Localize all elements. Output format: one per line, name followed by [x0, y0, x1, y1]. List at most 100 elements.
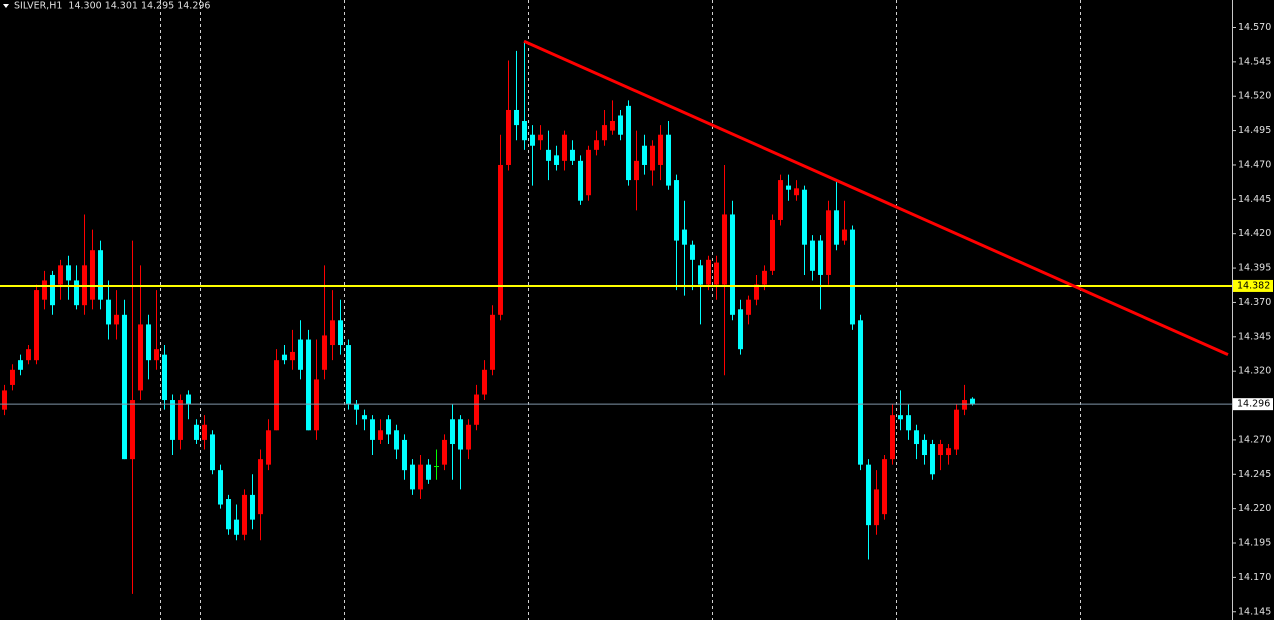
candle-body [306, 339, 311, 431]
candle-body [650, 145, 655, 171]
candle-body [442, 439, 447, 465]
candle-body [450, 419, 455, 445]
candle-body [194, 424, 199, 440]
candle-body [698, 265, 703, 285]
candle-body [834, 210, 839, 245]
candle-body [538, 134, 543, 141]
candle-body [170, 400, 175, 440]
candle-body [506, 109, 511, 165]
candle-body [130, 400, 135, 460]
price-axis: 14.570 14.545 14.520 14.495 14.470 14.445 14.4… [1232, 22, 1273, 617]
candle-body [674, 180, 679, 241]
candle-body [66, 265, 71, 281]
candle-body [386, 419, 391, 435]
y-tick-label: 14.495 [1238, 125, 1271, 136]
candle-body [530, 134, 535, 146]
candle-body [10, 369, 15, 385]
candle-body [458, 419, 463, 450]
candle-body [242, 494, 247, 535]
candle-body [746, 299, 751, 315]
y-tick-label: 14.445 [1238, 194, 1271, 205]
candle-body [26, 349, 31, 361]
candle-body [570, 149, 575, 161]
candle-body [922, 439, 927, 456]
candle-body [562, 134, 567, 161]
candle-body [722, 214, 727, 285]
level-label: 14.382 [1237, 280, 1270, 291]
candle-body [874, 489, 879, 526]
candle-body [250, 494, 255, 520]
candle-body [498, 164, 503, 315]
candle-body [642, 145, 647, 165]
candle-body [394, 430, 399, 450]
candle-body [634, 160, 639, 181]
y-tick-label: 14.220 [1238, 503, 1271, 514]
candle-body [690, 244, 695, 260]
y-tick-label: 14.395 [1238, 263, 1271, 274]
candle-body [714, 262, 719, 285]
candle-body [50, 274, 55, 306]
candle-body [226, 499, 231, 530]
candle-body [410, 464, 415, 490]
candle-body [314, 379, 319, 431]
separators [160, 0, 1081, 620]
candle-body [706, 259, 711, 285]
candle-body [418, 464, 423, 490]
candle-body [218, 470, 223, 505]
candle-body [202, 424, 207, 440]
candle-body [762, 270, 767, 285]
candle-body [786, 185, 791, 190]
candle-body [490, 314, 495, 370]
candle-body [378, 430, 383, 440]
candle-body [826, 210, 831, 275]
candle-body [682, 229, 687, 245]
candle-body [522, 120, 527, 141]
y-tick-label: 14.370 [1238, 297, 1271, 308]
candle-body [138, 324, 143, 391]
candle-body [554, 155, 559, 165]
candle-body [74, 280, 79, 306]
candle-body [402, 439, 407, 471]
candle-body [938, 444, 943, 456]
candle-body [234, 519, 239, 535]
candle-body [602, 125, 607, 141]
candle-body [210, 434, 215, 471]
candle-body [546, 149, 551, 161]
y-tick-label: 14.145 [1238, 606, 1271, 617]
candle-body [858, 320, 863, 465]
y-tick-label: 14.545 [1238, 56, 1271, 67]
candle-body [882, 459, 887, 515]
candle-body [578, 160, 583, 201]
y-tick-label: 14.345 [1238, 331, 1271, 342]
y-tick-label: 14.420 [1238, 228, 1271, 239]
candle-body [618, 115, 623, 135]
candle-body [626, 105, 631, 181]
candle-body [42, 280, 47, 300]
candle-body [482, 369, 487, 395]
overlays [0, 39, 1232, 405]
candle-body [122, 314, 127, 460]
candle-body [98, 250, 103, 300]
candle-body [162, 354, 167, 401]
current-price-label: 14.296 [1237, 399, 1270, 410]
candle-body [146, 324, 151, 361]
candle-body [330, 320, 335, 346]
y-tick-label: 14.570 [1238, 22, 1271, 33]
candle-body [594, 140, 599, 150]
candle-body [898, 415, 903, 420]
y-tick-label: 14.470 [1238, 159, 1271, 170]
level-label-box [1233, 279, 1273, 292]
current-price-box [1233, 398, 1273, 411]
candle-body [370, 419, 375, 440]
candle-body [610, 120, 615, 131]
y-tick-label: 14.245 [1238, 469, 1271, 480]
menu-arrow[interactable] [3, 4, 9, 8]
candle-body [666, 134, 671, 186]
candle-body [282, 354, 287, 361]
candle-body [338, 320, 343, 346]
candle-body [290, 351, 295, 361]
candle-body [946, 448, 951, 456]
candle-body [770, 219, 775, 271]
